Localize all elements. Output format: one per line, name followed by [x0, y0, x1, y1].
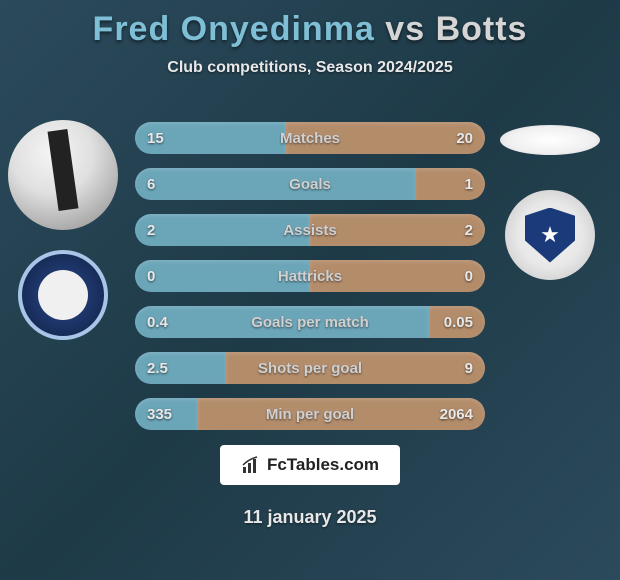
- date-text: 11 january 2025: [0, 507, 620, 528]
- vs-text: vs: [385, 10, 425, 48]
- badge1-inner: [38, 270, 88, 320]
- player2-club-badge: ★: [505, 190, 595, 280]
- stat-row: 61Goals: [135, 168, 485, 200]
- player2-name: Botts: [436, 10, 528, 48]
- stat-label: Min per goal: [135, 406, 485, 423]
- stat-row: 1520Matches: [135, 122, 485, 154]
- fctables-logo: FcTables.com: [220, 445, 400, 485]
- stat-row: 3352064Min per goal: [135, 398, 485, 430]
- stat-row: 0.40.05Goals per match: [135, 306, 485, 338]
- stat-label: Shots per goal: [135, 360, 485, 377]
- player2-avatar: [500, 125, 600, 155]
- subtitle: Club competitions, Season 2024/2025: [0, 59, 620, 77]
- star-icon: ★: [540, 222, 560, 248]
- stat-label: Hattricks: [135, 268, 485, 285]
- chart-icon: [241, 455, 261, 475]
- player1-avatar: [8, 120, 118, 230]
- stats-container: 1520Matches 61Goals 22Assists 00Hattricks 0.…: [135, 122, 485, 444]
- logo-text: FcTables.com: [267, 455, 379, 475]
- left-avatars: [8, 120, 118, 340]
- stat-row: 2.59Shots per goal: [135, 352, 485, 384]
- player1-name: Fred Onyedinma: [93, 10, 375, 48]
- player1-club-badge: [18, 250, 108, 340]
- stat-row: 22Assists: [135, 214, 485, 246]
- stat-label: Matches: [135, 130, 485, 147]
- right-avatars: ★: [500, 125, 600, 280]
- stat-label: Assists: [135, 222, 485, 239]
- badge2-shield: ★: [525, 208, 575, 263]
- stat-label: Goals: [135, 176, 485, 193]
- comparison-title: Fred Onyedinma vs Botts: [0, 0, 620, 49]
- stat-label: Goals per match: [135, 314, 485, 331]
- stat-row: 00Hattricks: [135, 260, 485, 292]
